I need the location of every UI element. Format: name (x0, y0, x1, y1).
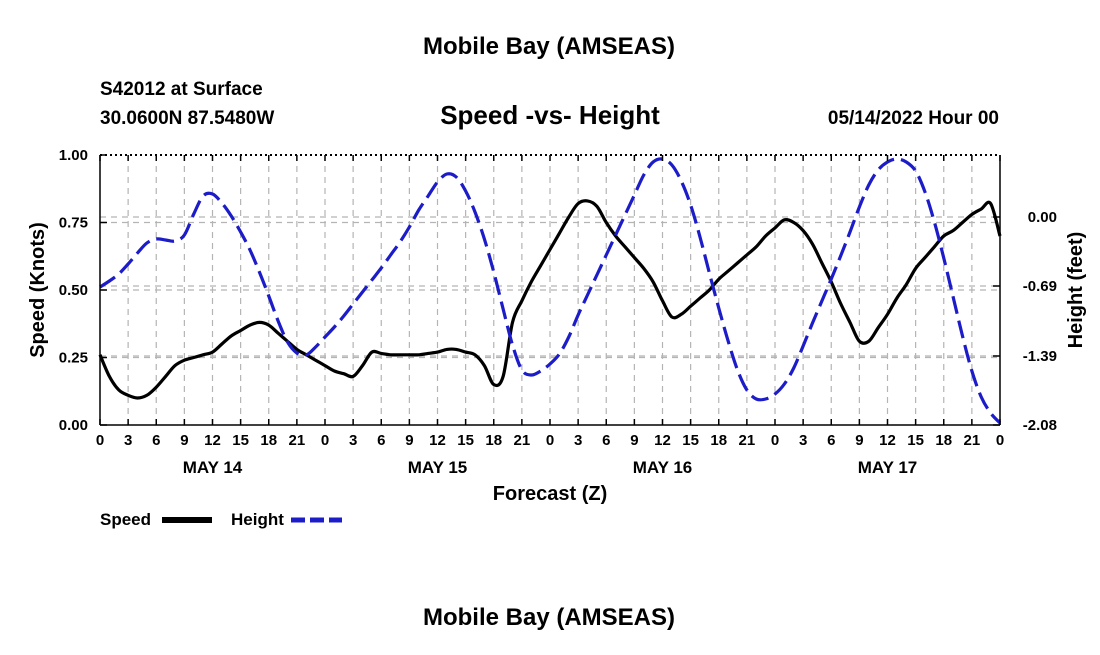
x-tick-label: 0 (96, 432, 104, 449)
x-tick-label: 3 (349, 432, 357, 449)
x-tick-label: 21 (514, 432, 531, 449)
x-tick-label: 21 (289, 432, 306, 449)
height-series-line (99, 157, 1002, 425)
x-tick-label: 12 (879, 432, 896, 449)
x-tick-label: 0 (321, 432, 329, 449)
x-tick-label: 6 (602, 432, 610, 449)
day-label: MAY 17 (858, 458, 918, 477)
x-tick-label: 18 (485, 432, 502, 449)
y-left-tick-label: 0.00 (59, 417, 88, 434)
x-tick-label: 3 (799, 432, 807, 449)
plot-frame (99, 154, 1001, 426)
y-left-tick-label: 0.50 (59, 282, 88, 299)
day-label: MAY 16 (633, 458, 693, 477)
legend-height-label: Height (231, 510, 284, 529)
grid-layer (100, 155, 1000, 425)
x-tick-label: 0 (771, 432, 779, 449)
y-right-tick-label: -0.69 (1023, 278, 1057, 295)
x-tick-label: 15 (457, 432, 474, 449)
x-tick-label: 12 (429, 432, 446, 449)
x-tick-label: 9 (855, 432, 863, 449)
y-left-tick-label: 1.00 (59, 147, 88, 164)
datetime-label: 05/14/2022 Hour 00 (828, 108, 999, 129)
x-tick-label: 6 (377, 432, 385, 449)
x-tick-label: 6 (152, 432, 160, 449)
x-tick-label: 3 (124, 432, 132, 449)
y-left-tick-label: 0.25 (59, 350, 88, 367)
page-title: Mobile Bay (AMSEAS) (423, 33, 675, 60)
x-tick-label: 9 (630, 432, 638, 449)
chart-title: Speed -vs- Height (440, 100, 660, 130)
speed-series-line (98, 199, 1002, 400)
legend: Speed Height (100, 510, 342, 529)
x-tick-label: 15 (682, 432, 699, 449)
x-tick-label: 21 (739, 432, 756, 449)
y-right-axis-label: Height (feet) (1065, 232, 1087, 349)
y-right-tick-label: -1.39 (1023, 348, 1057, 365)
y-left-tick-label: 0.75 (59, 215, 88, 232)
x-tick-label: 0 (546, 432, 554, 449)
location-label: 30.0600N 87.5480W (100, 108, 274, 129)
x-tick-label: 9 (405, 432, 413, 449)
x-tick-label: 18 (260, 432, 277, 449)
x-tick-label: 6 (827, 432, 835, 449)
y-right-tick-label: 0.00 (1028, 209, 1057, 226)
station-label: S42012 at Surface (100, 79, 263, 100)
x-tick-label: 9 (180, 432, 188, 449)
tick-labels: 0 3 6 9 12 15 18 21 0 3 6 9 12 15 18 21 0 3 6 9 12 15 18 21 0 3 6 9… (59, 147, 1057, 477)
x-tick-label: 18 (710, 432, 727, 449)
x-tick-label: 15 (907, 432, 924, 449)
y-left-axis-label: Speed (Knots) (27, 222, 49, 358)
bottom-title: Mobile Bay (AMSEAS) (423, 604, 675, 631)
x-tick-label: 15 (232, 432, 249, 449)
x-tick-label: 21 (964, 432, 981, 449)
x-tick-label: 0 (996, 432, 1004, 449)
day-label: MAY 14 (183, 458, 243, 477)
x-tick-label: 18 (935, 432, 952, 449)
y-right-tick-label: -2.08 (1023, 417, 1057, 434)
x-axis-label: Forecast (Z) (493, 483, 607, 505)
x-tick-label: 3 (574, 432, 582, 449)
legend-speed-label: Speed (100, 510, 151, 529)
series-layer (98, 157, 1002, 425)
day-label: MAY 15 (408, 458, 468, 477)
x-tick-label: 12 (654, 432, 671, 449)
x-tick-label: 12 (204, 432, 221, 449)
